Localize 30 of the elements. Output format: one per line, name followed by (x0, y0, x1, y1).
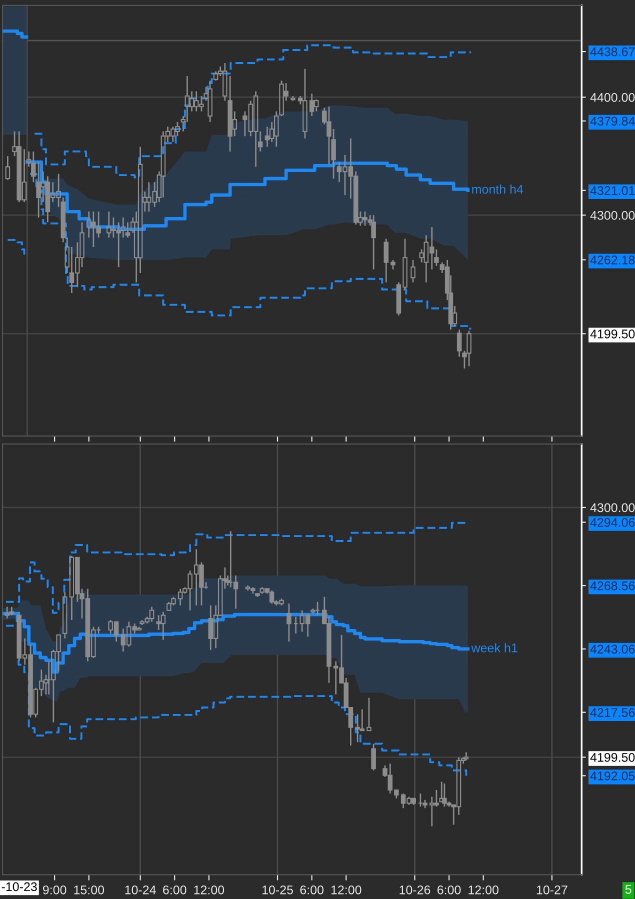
series-label: week h1 (471, 643, 518, 652)
x-tick-label: 15:00 (74, 885, 104, 894)
x-tick-label: 12:00 (468, 885, 498, 894)
x-tick-label: 6:00 (438, 885, 461, 894)
y-tick-label: 4199.50 (590, 752, 635, 762)
x-tick-label: 9:00 (42, 885, 66, 894)
y-tick-label: 4243.06 (590, 644, 635, 654)
x-tick-label: 6:00 (163, 885, 186, 894)
y-tick-label: 4294.06 (590, 518, 635, 527)
y-tick-label: 4400.00 (590, 92, 635, 102)
x-tick-label: 10-27 (536, 885, 568, 894)
x-tick-label: 12:00 (331, 885, 362, 894)
y-tick-label: 4321.01 (590, 186, 635, 196)
text: 5 (625, 885, 632, 894)
y-tick-label: 4262.18 (590, 256, 635, 264)
x-tick-label: 6:00 (300, 885, 324, 894)
x-tick-label: 10-25 (262, 885, 293, 894)
y-tick-label: 4192.05 (590, 772, 635, 780)
y-tick-label: 4199.50 (590, 330, 635, 338)
y-tick-label: 4438.67 (590, 47, 635, 56)
y-tick-label: 4268.56 (590, 581, 635, 590)
y-tick-label: 4300.00 (590, 210, 635, 220)
y-tick-label: 4379.84 (590, 116, 635, 126)
x-tick-label: 10-26 (400, 885, 430, 894)
x-tick-label: 12:00 (194, 885, 224, 894)
x-tick-label: 10-24 (125, 885, 156, 894)
series-label: month h4 (472, 184, 524, 194)
y-tick-label: 4217.56 (590, 708, 635, 717)
text: -10-23 (2, 882, 37, 892)
y-tick-label: 4300.00 (590, 503, 635, 512)
